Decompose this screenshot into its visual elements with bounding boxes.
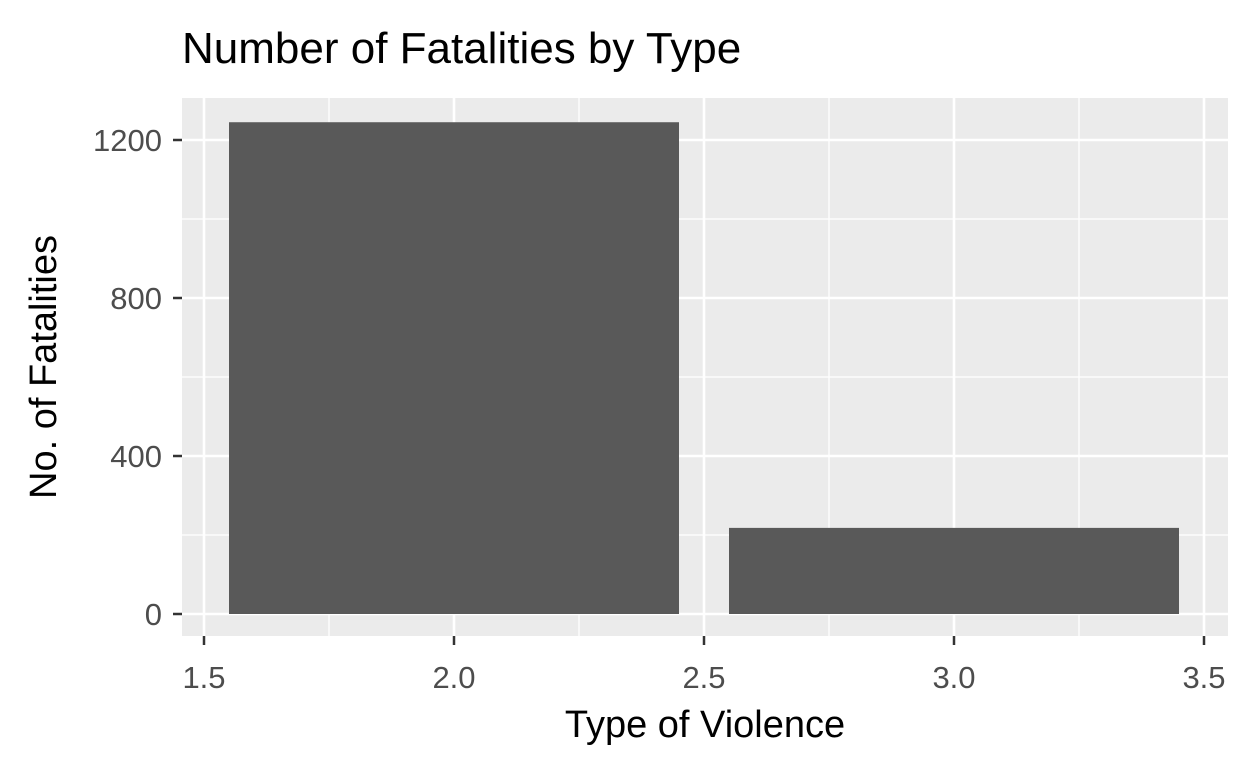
x-axis-title: Type of Violence <box>565 704 845 746</box>
x-tick-label: 3.5 <box>1182 660 1225 695</box>
x-tick-label: 2.0 <box>432 660 475 695</box>
chart-title: Number of Fatalities by Type <box>182 24 741 73</box>
y-tick-label: 800 <box>110 281 162 316</box>
y-tick-label: 400 <box>110 439 162 474</box>
y-tick-label: 0 <box>145 597 162 632</box>
y-tick-label: 1200 <box>93 123 162 158</box>
x-axis: 1.5 2.0 2.5 3.0 3.5 <box>182 636 1226 695</box>
bar <box>229 122 679 614</box>
bar <box>729 527 1179 614</box>
x-tick-label: 1.5 <box>182 660 225 695</box>
x-tick-label: 2.5 <box>682 660 725 695</box>
y-axis-title: No. of Fatalities <box>23 235 65 499</box>
bars <box>229 122 1179 614</box>
x-tick-label: 3.0 <box>932 660 975 695</box>
y-axis: 0 400 800 1200 <box>93 123 182 632</box>
